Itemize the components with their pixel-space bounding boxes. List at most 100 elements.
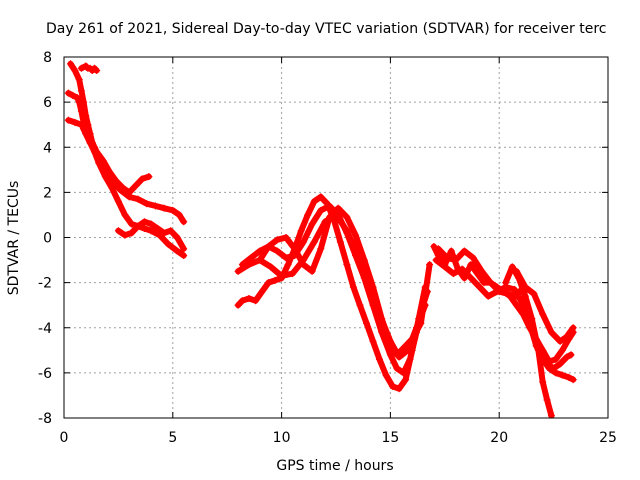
data-point [164,240,172,248]
data-point [452,256,460,264]
data-point [73,94,81,102]
data-point [310,197,318,205]
data-point [495,288,503,296]
data-point [504,290,512,298]
data-point [154,224,162,232]
data-point [265,279,273,287]
data-point [282,254,290,262]
series-arc-11 [433,257,574,372]
data-point [460,247,468,255]
data-point [325,202,333,210]
data-point [114,197,122,205]
data-point [467,274,475,282]
data-point [278,272,286,280]
data-point [513,301,521,309]
data-point [530,290,538,298]
data-point [134,195,142,203]
data-point [447,247,455,255]
data-point [406,355,414,363]
data-point [273,236,281,244]
x-tick-label: 20 [490,430,508,446]
data-point [417,319,425,327]
data-point [473,270,481,278]
data-point [352,231,360,239]
data-point [75,76,83,84]
data-point [106,168,114,176]
y-tick-label: 8 [43,50,52,66]
data-point [299,261,307,269]
x-tick-label: 15 [381,430,399,446]
data-point [273,247,281,255]
data-point [539,310,547,318]
data-point [393,351,401,359]
data-point [167,227,175,235]
data-series [64,60,577,418]
data-point [547,412,555,418]
data-point [82,130,90,138]
data-point [467,261,475,269]
data-point [556,337,564,345]
y-tick-label: 2 [43,185,52,201]
data-point [160,229,168,237]
data-point [528,315,536,323]
data-point [267,263,275,271]
data-point [297,227,305,235]
data-point [469,254,477,262]
data-point [271,276,279,284]
data-point [356,301,364,309]
data-point [408,335,416,343]
data-point [151,202,159,210]
data-point [402,376,410,384]
y-tick-label: 4 [43,140,52,156]
data-point [565,373,573,381]
data-point [134,222,142,230]
data-point [258,288,266,296]
y-tick-label: 6 [43,95,52,111]
data-point [334,204,342,212]
data-point [67,60,75,68]
data-point [460,274,468,282]
data-point [112,177,120,185]
data-point [125,188,133,196]
y-tick-label: 0 [43,231,52,247]
data-point [434,245,442,253]
series-arc-6 [235,193,429,392]
data-point [325,213,333,221]
data-point [567,351,575,359]
data-point [376,355,384,363]
data-point [430,243,438,251]
data-point [119,184,127,192]
data-point [265,243,273,251]
data-point [369,337,377,345]
data-point [234,267,242,275]
data-point [343,227,351,235]
data-point [343,261,351,269]
data-point [77,87,85,95]
y-tick-label: -4 [38,321,52,337]
series-arc-14 [513,268,577,345]
data-point [563,353,571,361]
data-point [256,256,264,264]
data-point [169,206,177,214]
data-point [245,294,253,302]
data-point [101,173,109,181]
data-point [121,211,129,219]
data-point [502,279,510,287]
data-point [317,206,325,214]
data-point [291,245,299,253]
data-point [545,364,553,372]
data-point [64,89,72,97]
data-point [513,267,521,275]
data-point [434,252,442,260]
data-point [386,351,394,359]
data-point [558,346,566,354]
data-point [71,118,79,126]
data-point [147,227,155,235]
data-point [458,265,466,273]
x-axis-label: GPS time / hours [276,458,393,474]
data-point [99,157,107,165]
series-arc-4 [65,117,152,196]
data-point [478,267,486,275]
data-point [399,344,407,352]
data-point [138,175,146,183]
